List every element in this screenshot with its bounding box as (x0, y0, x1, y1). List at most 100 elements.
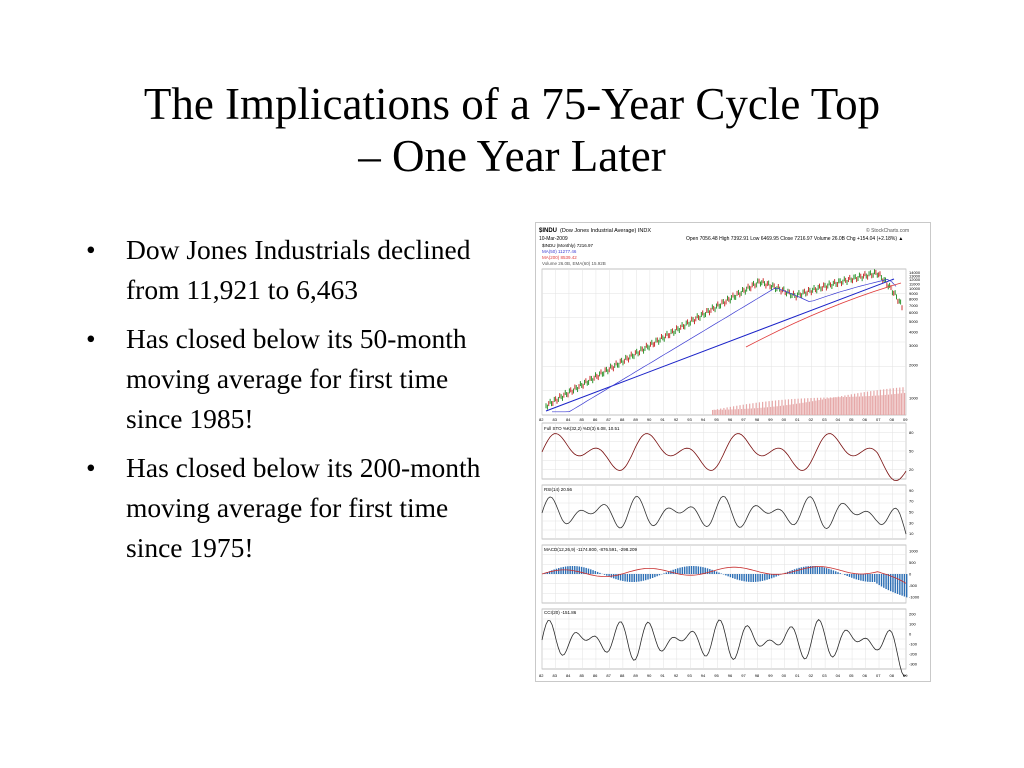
macd-hist-bar (628, 574, 631, 582)
chart-symbol: $INDU (539, 228, 557, 234)
stoch-axis-label: 80 (909, 430, 914, 435)
x-tick-label: 85 (579, 417, 584, 422)
x-tick-label: 91 (660, 417, 665, 422)
macd-hist-bar (800, 567, 803, 574)
x-tick-label: 08 (890, 673, 895, 678)
bullet-dot: • (86, 234, 96, 265)
macd-hist-bar (809, 566, 812, 574)
volume-bar (729, 406, 731, 415)
x-tick-label: 84 (566, 673, 571, 678)
rsi-line (541, 495, 907, 535)
macd-hist-bar (558, 568, 560, 574)
volume-bar (889, 388, 891, 415)
macd-hist-bar (894, 574, 896, 594)
volume-bar (820, 397, 822, 415)
macd-axis-label: -500 (909, 583, 918, 588)
macd-hist-bar (770, 574, 773, 579)
y-tick-label: 7000 (909, 303, 919, 308)
macd-hist-bar (738, 574, 741, 581)
volume-bar (887, 394, 890, 415)
x-tick-label: 89 (633, 417, 638, 422)
macd-hist-bar (741, 574, 743, 581)
volume-bar (816, 397, 819, 415)
y-tick-label: 2000 (909, 362, 919, 367)
macd-hist-bar (706, 568, 709, 574)
x-tick-label: 85 (579, 673, 584, 678)
x-tick-label: 95 (714, 417, 719, 422)
volume-bar (900, 393, 902, 415)
macd-hist-bar (647, 574, 649, 580)
ma200-line (745, 282, 902, 348)
macd-hist-bar (599, 572, 601, 574)
volume-bar (844, 395, 846, 415)
rsi-axis-label: 10 (909, 531, 914, 536)
volume-bar (758, 402, 760, 415)
volume-bar (712, 410, 714, 415)
x-tick-label: 94 (701, 417, 706, 422)
volume-bar (853, 393, 856, 415)
volume-bar (845, 396, 848, 415)
macd-hist-bar (679, 567, 681, 574)
x-tick-label: 86 (593, 673, 598, 678)
legend-price: $INDU (Monthly) 7216.97 (542, 243, 594, 248)
macd-hist-bar (848, 574, 851, 577)
macd-hist-bar (665, 572, 668, 574)
volume-bar (818, 400, 820, 415)
macd-hist-bar (658, 574, 661, 576)
volume-bar (883, 389, 885, 415)
x-tick-label: 82 (539, 673, 544, 678)
volume-bar (792, 404, 794, 415)
x-tick-label: 90 (647, 673, 652, 678)
macd-line (541, 566, 907, 584)
volume-bar (774, 400, 777, 415)
volume-bar (781, 399, 783, 415)
macd-hist-bar (663, 573, 665, 574)
macd-hist-bar (860, 574, 862, 581)
macd-hist-bar (548, 571, 551, 574)
macd-hist-bar (837, 572, 839, 574)
volume-bar (866, 391, 869, 415)
volume-bar (782, 405, 785, 415)
volume-bar (828, 398, 830, 415)
y-tick-label: 11000 (909, 281, 921, 286)
macd-hist-bar (603, 574, 606, 575)
x-tick-label: 97 (741, 673, 746, 678)
x-tick-label: 06 (863, 673, 868, 678)
x-tick-label: 82 (539, 417, 544, 422)
volume-bar (750, 408, 752, 415)
macd-hist-bar (835, 571, 837, 574)
volume-bar (742, 404, 744, 415)
volume-bar (886, 388, 888, 415)
x-tick-label: 86 (593, 417, 598, 422)
macd-hist-bar (635, 574, 638, 582)
x-tick-label: 03 (822, 673, 827, 678)
x-tick-label: 91 (660, 673, 665, 678)
ma50-line (552, 279, 897, 413)
macd-hist-bar (551, 570, 553, 574)
x-tick-label: 05 (849, 673, 854, 678)
macd-hist-bar (633, 574, 635, 582)
volume-bar (765, 401, 767, 415)
macd-hist-bar (883, 574, 885, 588)
x-tick-label: 93 (687, 417, 692, 422)
volume-bar (858, 396, 861, 415)
bullet-item: • Dow Jones Industrials declined from 11… (86, 230, 506, 310)
volume-bar (873, 390, 875, 415)
volume-bar (757, 408, 759, 415)
macd-label: MACD(12,26,9) -1174.800, -876.591, -298.… (544, 547, 637, 552)
legend-ma200: MA(200) 8539.42 (542, 255, 577, 260)
volume-bar (749, 403, 751, 415)
volume-bar (852, 396, 854, 415)
bullet-dot: • (86, 323, 96, 354)
macd-hist-bar (807, 566, 809, 574)
volume-bar (894, 394, 896, 415)
cci-axis-label: 100 (909, 622, 916, 627)
macd-hist-bar (571, 566, 574, 574)
volume-bar (892, 388, 894, 415)
x-tick-label: 94 (701, 673, 706, 678)
volume-bar (734, 409, 736, 415)
volume-bar (897, 393, 899, 415)
volume-bar (899, 387, 901, 415)
x-tick-label: 97 (741, 417, 746, 422)
x-tick-label: 83 (552, 417, 557, 422)
